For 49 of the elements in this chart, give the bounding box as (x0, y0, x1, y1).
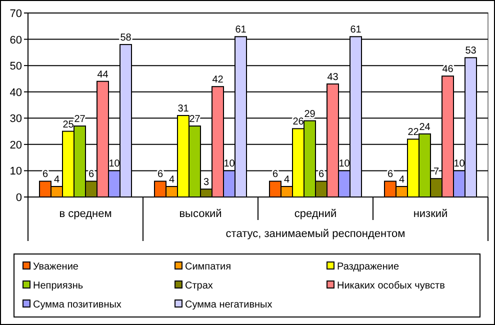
data-label: 26 (292, 116, 304, 128)
data-label: 10 (454, 158, 466, 170)
data-label: 4 (54, 174, 60, 186)
legend-label: Симпатия (185, 262, 232, 272)
legend-label: Уважение (33, 262, 79, 272)
y-tick-label: 20 (10, 139, 22, 152)
data-label: 4 (284, 174, 290, 186)
text: статус, занимаемый респондентом (226, 228, 406, 240)
data-label: 25 (62, 119, 74, 130)
data-label: 6 (387, 169, 394, 180)
y-tick-label: 50 (10, 60, 22, 73)
data-label: 24 (419, 122, 431, 133)
legend-label: Сумма негативных (185, 300, 272, 310)
x-tick-label: средний (294, 208, 337, 220)
legend-label: Раздражение (337, 262, 400, 272)
data-label: 31 (178, 104, 190, 115)
x-tick-label: высокий (179, 208, 222, 220)
data-label: 42 (212, 74, 224, 86)
data-label: 6 (42, 169, 48, 180)
x-tick-label: в среднем (59, 208, 112, 220)
data-label: 10 (224, 158, 236, 170)
legend-label: Неприязнь (33, 280, 84, 292)
data-label: 10 (108, 158, 120, 170)
y-tick-label: 60 (10, 34, 22, 46)
y-tick-label: 0 (16, 192, 22, 204)
legend-label: Страх (185, 280, 213, 292)
legend-label: Никаких особых чувств (337, 280, 445, 292)
y-tick-label: 10 (10, 166, 22, 178)
data-label: 4 (168, 174, 175, 186)
x-tick-label: низкий (413, 208, 448, 220)
data-label: 22 (408, 127, 420, 138)
data-label: 46 (442, 64, 454, 76)
data-label: 53 (465, 46, 477, 57)
data-label: 6 (318, 169, 324, 180)
data-label: 61 (235, 24, 247, 36)
data-label: 61 (350, 24, 362, 36)
data-label: 4 (398, 174, 405, 186)
data-label: 3 (203, 177, 210, 188)
y-tick-label: 70 (10, 8, 22, 20)
data-label: 6 (88, 169, 94, 180)
data-label: 6 (272, 169, 278, 180)
data-label: 44 (97, 69, 109, 80)
legend-label: Сумма позитивных (33, 300, 122, 310)
data-label: 43 (327, 72, 339, 83)
data-label: 6 (157, 169, 164, 180)
y-tick-label: 40 (10, 86, 22, 99)
y-tick-label: 30 (10, 113, 22, 126)
data-label: 10 (338, 158, 350, 170)
data-label: 29 (304, 108, 316, 120)
